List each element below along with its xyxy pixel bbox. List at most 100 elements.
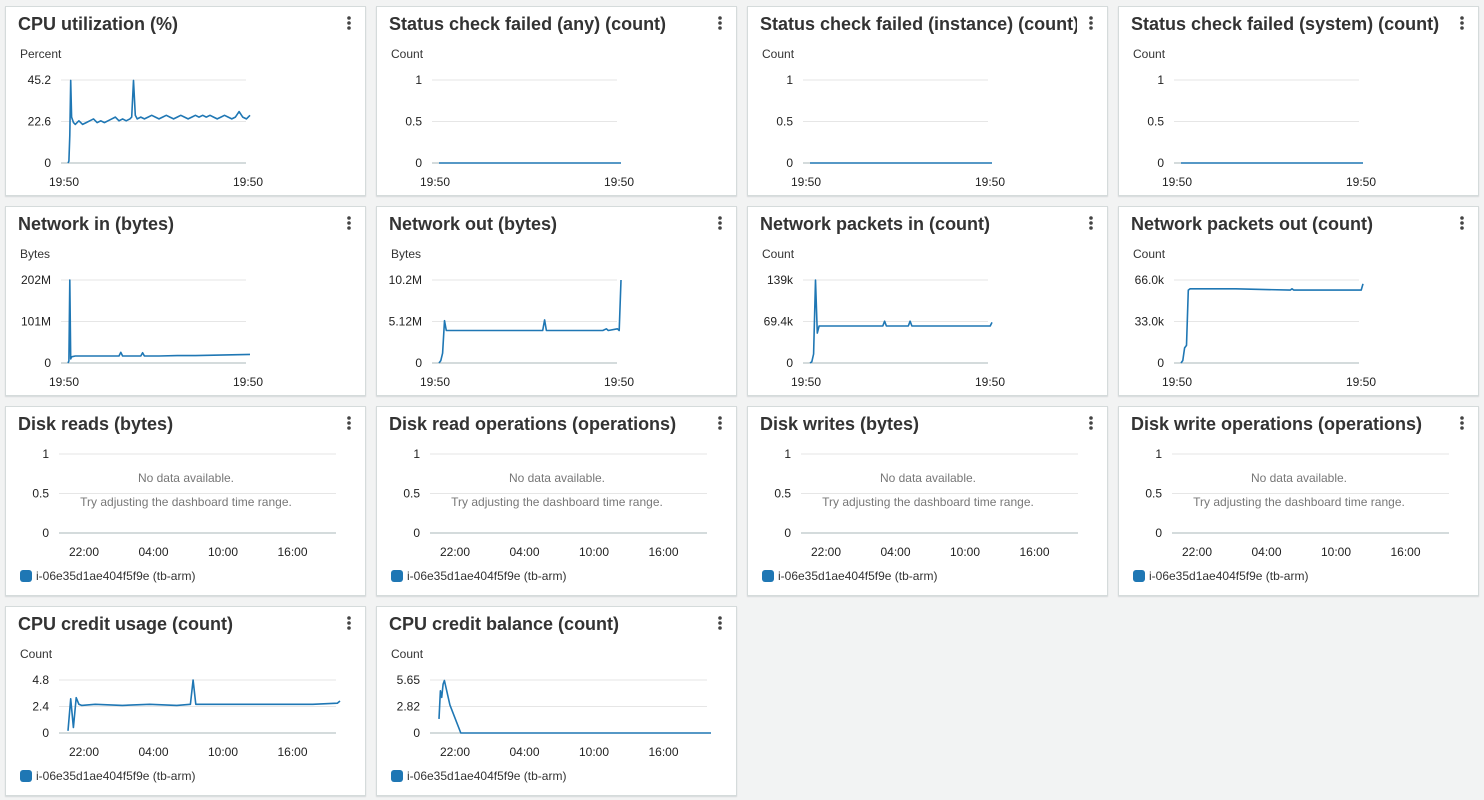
x-tick-label: 19:50 xyxy=(604,375,634,389)
y-tick-label: 1 xyxy=(415,73,422,87)
y-tick-label: 4.8 xyxy=(32,673,49,687)
widget-title: Network packets in (count) xyxy=(760,214,991,234)
widget-cpu-credit-usage-count[interactable]: CPU credit usage (count) Count 4.8 2.4 0 22:0… xyxy=(5,606,366,796)
no-data-message: No data available. xyxy=(880,471,976,485)
x-tick-label: 19:50 xyxy=(233,375,263,389)
widget-network-in-bytes[interactable]: Network in (bytes) Bytes 202M 101M 0 19:50 19:… xyxy=(5,206,366,396)
widget-cpu-credit-balance-count[interactable]: CPU credit balance (count) Count 5.65 2.82 0… xyxy=(376,606,737,796)
y-tick-label: 0.5 xyxy=(405,115,422,129)
widget-menu-button[interactable] xyxy=(341,615,357,631)
legend-label: i-06e35d1ae404f5f9e (tb-arm) xyxy=(36,769,196,783)
vertical-ellipsis-icon xyxy=(718,16,722,30)
widget-menu-button[interactable] xyxy=(712,215,728,231)
no-data-message: No data available. xyxy=(138,471,234,485)
legend-item[interactable]: i-06e35d1ae404f5f9e (tb-arm) xyxy=(391,769,566,783)
y-tick-label: 0 xyxy=(784,526,791,540)
widget-menu-button[interactable] xyxy=(1083,215,1099,231)
widget-status-check-failed-any-count[interactable]: Status check failed (any) (count) Count 1 0… xyxy=(376,6,737,196)
vertical-ellipsis-icon xyxy=(718,416,722,430)
widget-menu-button[interactable] xyxy=(712,615,728,631)
x-tick-label: 04:00 xyxy=(880,545,910,559)
widget-menu-button[interactable] xyxy=(341,415,357,431)
y-tick-label: 22.6 xyxy=(28,115,52,129)
y-unit-label: Count xyxy=(391,47,424,61)
series-line[interactable] xyxy=(438,279,622,364)
series-line[interactable] xyxy=(67,79,251,164)
x-tick-label: 19:50 xyxy=(604,175,634,189)
chart-disk-reads-bytes: 1 0.5 0 22:00 04:00 10:00 16:00 No data availab… xyxy=(32,447,336,559)
vertical-ellipsis-icon xyxy=(718,216,722,230)
x-tick-label: 10:00 xyxy=(579,745,609,759)
widget-menu-button[interactable] xyxy=(1454,215,1470,231)
series-line[interactable] xyxy=(67,679,341,731)
x-tick-label: 16:00 xyxy=(1019,545,1049,559)
widget-menu-button[interactable] xyxy=(1083,15,1099,31)
chart-network-in-bytes: Bytes 202M 101M 0 19:50 19:50 xyxy=(20,247,263,389)
chart-disk-read-operations-operations: 1 0.5 0 22:00 04:00 10:00 16:00 No data availab… xyxy=(403,447,707,559)
x-tick-label: 19:50 xyxy=(791,375,821,389)
widget-title: Network packets out (count) xyxy=(1131,214,1374,234)
y-tick-label: 0 xyxy=(1157,356,1164,370)
widget-menu-button[interactable] xyxy=(712,415,728,431)
series-line[interactable] xyxy=(67,279,251,364)
y-tick-label: 69.4k xyxy=(764,315,794,329)
widget-menu-button[interactable] xyxy=(712,15,728,31)
legend-label: i-06e35d1ae404f5f9e (tb-arm) xyxy=(1149,569,1309,583)
x-tick-label: 16:00 xyxy=(1390,545,1420,559)
x-tick-label: 16:00 xyxy=(648,545,678,559)
widget-network-out-bytes[interactable]: Network out (bytes) Bytes 10.2M 5.12M 0 19:50… xyxy=(376,206,737,396)
x-tick-label: 04:00 xyxy=(138,545,168,559)
y-tick-label: 101M xyxy=(21,315,51,329)
x-tick-label: 22:00 xyxy=(1182,545,1212,559)
widget-network-packets-out-count[interactable]: Network packets out (count) Count 66.0k 33.… xyxy=(1118,206,1479,396)
legend-label: i-06e35d1ae404f5f9e (tb-arm) xyxy=(36,569,196,583)
widget-title: CPU utilization (%) xyxy=(18,14,178,34)
chart-disk-write-operations-operations: 1 0.5 0 22:00 04:00 10:00 16:00 No data availab… xyxy=(1145,447,1449,559)
y-tick-label: 0 xyxy=(786,156,793,170)
widget-menu-button[interactable] xyxy=(341,15,357,31)
widget-disk-write-operations-operations[interactable]: Disk write operations (operations) 1 0.5 0 2… xyxy=(1118,406,1479,596)
widget-menu-button[interactable] xyxy=(1083,415,1099,431)
y-unit-label: Count xyxy=(391,647,424,661)
x-tick-label: 19:50 xyxy=(49,175,79,189)
y-tick-label: 1 xyxy=(786,73,793,87)
no-data-hint: Try adjusting the dashboard time range. xyxy=(451,495,663,509)
widget-disk-writes-bytes[interactable]: Disk writes (bytes) 1 0.5 0 22:00 04:00 10:00 1… xyxy=(747,406,1108,596)
widget-disk-read-operations-operations[interactable]: Disk read operations (operations) 1 0.5 0 22… xyxy=(376,406,737,596)
widget-menu-button[interactable] xyxy=(1454,415,1470,431)
chart-disk-writes-bytes: 1 0.5 0 22:00 04:00 10:00 16:00 No data availab… xyxy=(774,447,1078,559)
y-tick-label: 2.4 xyxy=(32,700,49,714)
widget-status-check-failed-system-count[interactable]: Status check failed (system) (count) Coun… xyxy=(1118,6,1479,196)
legend-swatch xyxy=(391,770,403,782)
widget-menu-button[interactable] xyxy=(1454,15,1470,31)
x-tick-label: 19:50 xyxy=(1346,175,1376,189)
y-tick-label: 0.5 xyxy=(1145,487,1162,501)
widget-title: CPU credit usage (count) xyxy=(18,614,234,634)
widget-status-check-failed-instance-count[interactable]: Status check failed (instance) (count) Co… xyxy=(747,6,1108,196)
chart-status-check-failed-any-count: Count 1 0.5 0 19:50 19:50 xyxy=(391,47,634,189)
widget-title: Network in (bytes) xyxy=(18,214,175,234)
legend-item[interactable]: i-06e35d1ae404f5f9e (tb-arm) xyxy=(762,569,937,583)
series-line[interactable] xyxy=(809,279,993,364)
widget-disk-reads-bytes[interactable]: Disk reads (bytes) 1 0.5 0 22:00 04:00 10:00 16… xyxy=(5,406,366,596)
x-tick-label: 22:00 xyxy=(69,745,99,759)
y-tick-label: 2.82 xyxy=(397,700,421,714)
series-line[interactable] xyxy=(438,679,711,734)
widget-title: Disk reads (bytes) xyxy=(18,414,174,434)
y-tick-label: 1 xyxy=(784,447,791,461)
widget-menu-button[interactable] xyxy=(341,215,357,231)
widget-title: Status check failed (instance) (count) xyxy=(760,14,1077,34)
widget-cpu-utilization[interactable]: CPU utilization (%) Percent 45.2 22.6 0 19:50… xyxy=(5,6,366,196)
legend-item[interactable]: i-06e35d1ae404f5f9e (tb-arm) xyxy=(20,769,195,783)
widget-network-packets-in-count[interactable]: Network packets in (count) Count 139k 69.4k… xyxy=(747,206,1108,396)
y-tick-label: 1 xyxy=(1155,447,1162,461)
y-tick-label: 0 xyxy=(415,356,422,370)
legend-item[interactable]: i-06e35d1ae404f5f9e (tb-arm) xyxy=(20,569,195,583)
x-tick-label: 19:50 xyxy=(420,375,450,389)
y-unit-label: Count xyxy=(762,47,795,61)
legend-item[interactable]: i-06e35d1ae404f5f9e (tb-arm) xyxy=(1133,569,1308,583)
series-line[interactable] xyxy=(1180,283,1364,364)
vertical-ellipsis-icon xyxy=(347,616,351,630)
legend-item[interactable]: i-06e35d1ae404f5f9e (tb-arm) xyxy=(391,569,566,583)
y-tick-label: 66.0k xyxy=(1135,273,1165,287)
